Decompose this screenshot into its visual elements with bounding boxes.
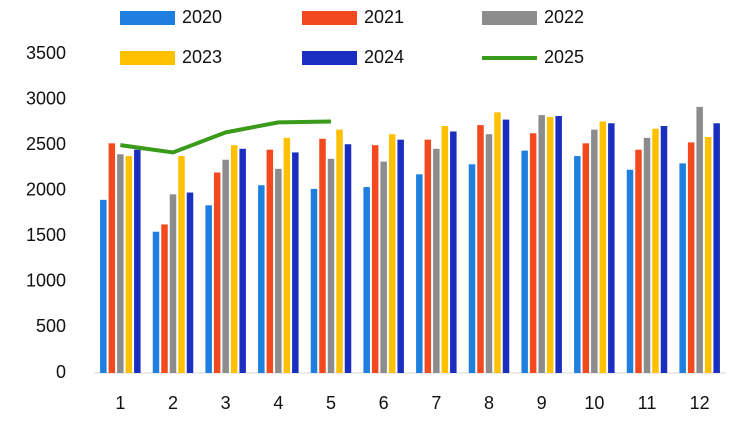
bar: [652, 128, 659, 373]
bar: [494, 112, 501, 374]
y-tick-label: 3500: [26, 43, 66, 63]
line: [120, 119, 332, 155]
bar: [310, 188, 318, 373]
bar: [319, 138, 326, 373]
legend-label: 2022: [544, 7, 584, 27]
bar: [704, 136, 712, 373]
bar: [635, 149, 642, 373]
bar: [502, 119, 510, 373]
x-tick-label: 4: [273, 393, 283, 413]
y-tick-label: 1500: [26, 225, 66, 245]
legend-swatch: [120, 51, 175, 65]
bar: [283, 137, 291, 373]
bar: [433, 148, 440, 373]
bar: [100, 199, 107, 373]
bar: [275, 168, 282, 373]
legend-label: 2024: [364, 47, 404, 67]
bar: [696, 106, 703, 373]
x-tick-label: 8: [484, 393, 494, 413]
x-tick-label: 1: [115, 393, 125, 413]
bar: [186, 192, 194, 373]
bar: [117, 154, 124, 373]
legend-swatch: [302, 11, 357, 25]
bar: [371, 145, 379, 373]
legend-swatch: [120, 11, 175, 25]
x-tick-label: 11: [638, 393, 657, 413]
legend-swatch: [482, 11, 537, 25]
bar: [713, 123, 720, 373]
bar: [344, 144, 352, 373]
bar: [608, 123, 615, 373]
legend-swatch: [302, 51, 357, 65]
bar: [468, 164, 476, 373]
x-tick-label: 7: [431, 393, 441, 413]
bar: [424, 139, 432, 373]
bar: [450, 131, 457, 373]
bar: [161, 224, 168, 373]
bar: [169, 194, 177, 373]
bar: [239, 148, 246, 373]
bar: [485, 134, 493, 373]
bar: [643, 137, 651, 373]
legend-label: 2021: [364, 7, 404, 27]
legend-label: 2020: [182, 7, 222, 27]
bar: [108, 143, 116, 373]
bar: [416, 174, 423, 373]
x-tick-label: 10: [584, 393, 604, 413]
x-tick-label: 12: [690, 393, 710, 413]
bar: [626, 169, 634, 373]
bar: [336, 129, 343, 373]
bar: [687, 142, 695, 373]
bar: [363, 187, 370, 373]
y-tick-label: 0: [56, 362, 66, 382]
bar: [538, 115, 545, 374]
bar: [574, 156, 581, 373]
bar: [152, 231, 160, 373]
bar: [546, 116, 554, 373]
bar: [266, 149, 274, 373]
x-tick-label: 3: [221, 393, 231, 413]
y-tick-label: 2500: [26, 134, 66, 154]
bar: [292, 152, 299, 373]
bar: [134, 149, 141, 373]
bar: [679, 163, 686, 373]
bar: [388, 134, 396, 373]
bar: [222, 159, 229, 373]
bar: [477, 125, 484, 373]
bar: [599, 121, 607, 374]
bar: [125, 156, 133, 373]
bar: [555, 115, 562, 373]
bar: [441, 126, 449, 373]
legend-label: 2023: [182, 47, 222, 67]
x-tick-label: 6: [379, 393, 389, 413]
bar: [258, 185, 265, 373]
bar: [178, 156, 185, 373]
bar: [521, 150, 528, 373]
bar: [591, 129, 598, 373]
bar: [213, 172, 221, 373]
y-tick-label: 3000: [26, 88, 66, 108]
bar: [230, 145, 238, 373]
y-tick-label: 500: [36, 316, 66, 336]
bar: [205, 205, 212, 373]
bar: [529, 133, 537, 373]
legend-label: 2025: [544, 47, 584, 67]
bar: [582, 143, 590, 373]
y-tick-label: 2000: [26, 179, 66, 199]
y-tick-label: 1000: [26, 271, 66, 291]
bar: [660, 126, 668, 373]
bar: [327, 158, 335, 373]
bar: [397, 139, 404, 373]
x-tick-label: 5: [326, 393, 336, 413]
bar: [380, 161, 387, 373]
x-tick-label: 2: [168, 393, 178, 413]
x-tick-label: 9: [537, 393, 547, 413]
